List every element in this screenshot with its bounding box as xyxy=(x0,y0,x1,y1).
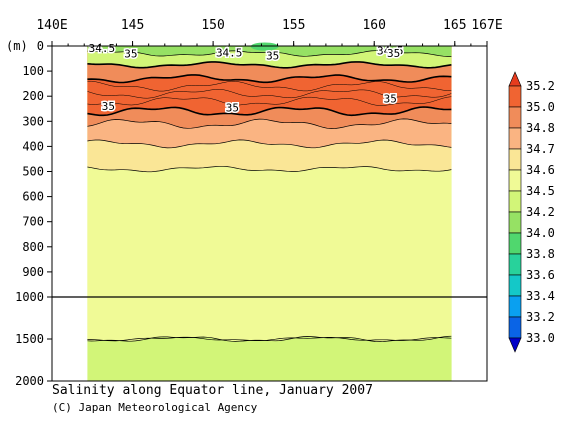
salinity-fill-layers xyxy=(87,42,452,381)
y-tick-label: 100 xyxy=(22,64,44,78)
contour-label: 34.5 xyxy=(377,45,404,58)
colorbar-swatch xyxy=(508,127,522,150)
y-tick-label: 2000 xyxy=(15,374,44,388)
contour-label: 35 xyxy=(124,48,137,61)
colorbar-label: 35.0 xyxy=(526,100,555,114)
y-tick-label: 300 xyxy=(22,114,44,128)
colorbar: 33.0 33.2 33.4 33.6 33.8 34.0 34.2 34.5 34.6 34.7… xyxy=(508,71,555,353)
colorbar-swatch xyxy=(508,106,522,129)
colorbar-label: 35.2 xyxy=(526,79,555,93)
colorbar-label: 33.4 xyxy=(526,289,555,303)
colorbar-label: 34.8 xyxy=(526,121,555,135)
colorbar-label: 34.7 xyxy=(526,142,555,156)
contour-line xyxy=(87,96,452,106)
colorbar-swatch xyxy=(508,316,522,339)
x-tick-label: 145 xyxy=(121,18,144,33)
contour-line xyxy=(87,50,452,57)
contour-line xyxy=(87,118,452,129)
x-tick-label: 160 xyxy=(362,18,385,33)
contour-label: 34.5 xyxy=(216,46,243,59)
colorbar-tip-bottom xyxy=(508,337,522,353)
plot-frame xyxy=(51,45,488,382)
contour-label: 34.5 xyxy=(89,42,116,55)
contour-lines xyxy=(87,50,452,342)
x-axis: 140E 145 150 155 160 165 167E xyxy=(36,18,503,46)
colorbar-swatch xyxy=(508,169,522,192)
y-axis: 0 100 200 300 400 500 600 700 800 900 1000 1500 2000… xyxy=(6,39,52,388)
x-tick-label: 165 xyxy=(443,18,466,33)
colorbar-label: 33.6 xyxy=(526,268,555,282)
colorbar-label: 33.0 xyxy=(526,331,555,345)
colorbar-label: 34.0 xyxy=(526,226,555,240)
colorbar-swatch xyxy=(508,274,522,297)
colorbar-swatch xyxy=(508,85,522,108)
x-tick-label: 155 xyxy=(282,18,305,33)
colorbar-swatch xyxy=(508,148,522,171)
contour-label: 35 xyxy=(102,100,115,113)
y-tick-label: 200 xyxy=(22,89,44,103)
contour-label: 35 xyxy=(387,47,400,60)
colorbar-swatch xyxy=(508,253,522,276)
chart-title: Salinity along Equator line, January 200… xyxy=(52,383,373,398)
salinity-patch xyxy=(250,42,279,51)
contour-line xyxy=(87,106,452,117)
colorbar-label: 34.5 xyxy=(526,184,555,198)
y-tick-label: 400 xyxy=(22,139,44,153)
contour-label: 35 xyxy=(384,93,397,106)
x-tick-label: 167E xyxy=(471,18,502,33)
colorbar-swatch xyxy=(508,232,522,255)
contour-line xyxy=(87,335,452,342)
y-tick-label: 900 xyxy=(22,265,44,279)
y-unit-label: (m) xyxy=(6,39,28,53)
y-tick-label: 0 xyxy=(37,39,44,53)
plot-border xyxy=(51,45,488,382)
y-tick-label: 1500 xyxy=(15,332,44,346)
chart-credit: (C) Japan Meteorological Agency xyxy=(52,401,258,414)
contour-line xyxy=(87,139,452,149)
y-tick-label: 700 xyxy=(22,215,44,229)
y-tick-label: 800 xyxy=(22,240,44,254)
colorbar-swatch xyxy=(508,211,522,234)
contour-line xyxy=(87,89,452,99)
contour-label: 35 xyxy=(266,49,279,62)
colorbar-swatch xyxy=(508,190,522,213)
x-tick-label: 140E xyxy=(36,18,67,33)
contour-line xyxy=(87,80,452,92)
salinity-layer xyxy=(87,46,452,57)
contour-line xyxy=(87,74,452,84)
colorbar-swatch xyxy=(508,295,522,318)
colorbar-tip-top xyxy=(508,71,522,87)
y-tick-label: 1000 xyxy=(15,290,44,304)
contour-line xyxy=(87,336,452,342)
x-tick-label: 150 xyxy=(201,18,224,33)
contour-line xyxy=(87,61,452,69)
y-tick-label: 500 xyxy=(22,165,44,179)
colorbar-label: 34.6 xyxy=(526,163,555,177)
colorbar-label: 33.8 xyxy=(526,247,555,261)
contour-label: 35 xyxy=(226,102,239,115)
colorbar-label: 33.2 xyxy=(526,310,555,324)
y-tick-label: 600 xyxy=(22,190,44,204)
contour-line xyxy=(87,165,452,173)
colorbar-label: 34.2 xyxy=(526,205,555,219)
